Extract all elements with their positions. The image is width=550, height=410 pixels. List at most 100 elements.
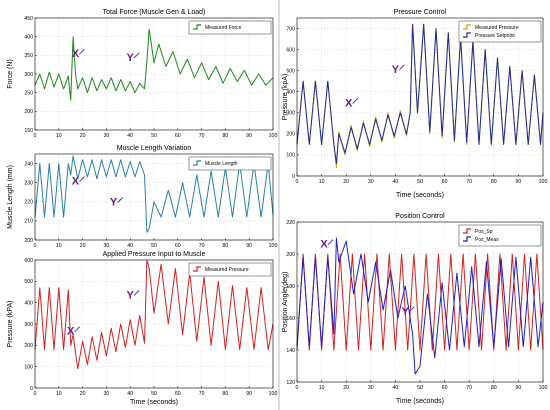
y-axis-label: Pressure (kPA) bbox=[7, 301, 14, 348]
y-tick-label: 0 bbox=[292, 174, 295, 180]
x-tick-label: 0 bbox=[34, 391, 37, 397]
x-axis-label: Time (seconds) bbox=[396, 192, 444, 199]
annotation-arrow bbox=[399, 64, 405, 71]
chart-applied-pressure: Applied Pressure Input to Muscle Pressur… bbox=[7, 251, 277, 406]
series-line bbox=[34, 155, 274, 233]
x-tick-label: 80 bbox=[491, 179, 497, 185]
annotation-arrow bbox=[133, 52, 140, 59]
annotation-label: X bbox=[67, 326, 75, 338]
legend-entry: Measured Force bbox=[205, 25, 242, 31]
legend-entry: Pos_Sp bbox=[475, 229, 493, 235]
x-axis-label: Time (seconds) bbox=[130, 399, 178, 406]
x-tick-label: 70 bbox=[199, 391, 205, 397]
x-tick-label: 50 bbox=[417, 179, 423, 185]
y-tick-label: 200 bbox=[24, 109, 33, 115]
x-tick-label: 0 bbox=[296, 179, 299, 185]
x-tick-label: 30 bbox=[104, 391, 110, 397]
annotation-arrow bbox=[79, 48, 85, 55]
legend-box bbox=[458, 224, 542, 247]
x-tick-label: 50 bbox=[151, 391, 157, 397]
legend-entry: Measured Pressure bbox=[205, 267, 249, 273]
series-line bbox=[34, 28, 274, 101]
x-tick-label: 50 bbox=[417, 385, 423, 391]
y-tick-label: 200 bbox=[286, 252, 295, 258]
legend-box bbox=[188, 262, 272, 277]
x-tick-label: 0 bbox=[34, 133, 37, 139]
x-tick-label: 50 bbox=[151, 243, 157, 249]
series-line bbox=[34, 259, 274, 370]
y-tick-label: 500 bbox=[24, 279, 33, 285]
annotation-arrow bbox=[79, 176, 85, 182]
annotation-arrow bbox=[408, 306, 415, 313]
legend-swatch bbox=[463, 236, 471, 242]
annotation-label: X bbox=[72, 176, 80, 188]
annotation-arrow bbox=[352, 98, 359, 104]
y-tick-label: 250 bbox=[24, 90, 33, 96]
annotation-label: X bbox=[345, 97, 353, 109]
chart-title: Total Force (Muscle Gen & Load) bbox=[103, 9, 206, 16]
annotation-label: Y bbox=[402, 306, 410, 318]
annotation-label: X bbox=[320, 239, 328, 251]
y-tick-label: 450 bbox=[24, 16, 33, 22]
chart-title: Position Control bbox=[395, 213, 445, 220]
x-tick-label: 40 bbox=[393, 179, 399, 185]
y-tick-label: 150 bbox=[24, 128, 33, 134]
x-tick-label: 10 bbox=[56, 133, 62, 139]
x-tick-label: 40 bbox=[127, 133, 133, 139]
y-tick-label: 700 bbox=[286, 26, 295, 32]
x-tick-label: 100 bbox=[269, 133, 278, 139]
x-tick-label: 40 bbox=[393, 385, 399, 391]
x-tick-label: 90 bbox=[246, 243, 252, 249]
y-tick-label: 400 bbox=[24, 34, 33, 40]
y-tick-label: 220 bbox=[286, 220, 295, 226]
x-tick-label: 20 bbox=[80, 243, 86, 249]
legend-entry: Pressure Setpoint bbox=[475, 33, 515, 39]
y-tick-label: 500 bbox=[286, 68, 295, 74]
legend-box bbox=[458, 20, 542, 43]
legend-swatch bbox=[463, 32, 471, 38]
annotation-label: Y bbox=[110, 197, 118, 209]
y-tick-label: 300 bbox=[286, 111, 295, 117]
x-tick-label: 80 bbox=[491, 385, 497, 391]
x-tick-label: 100 bbox=[539, 179, 548, 185]
y-tick-label: 230 bbox=[24, 180, 33, 186]
x-tick-label: 40 bbox=[127, 391, 133, 397]
annotation-label: Y bbox=[127, 289, 135, 301]
x-tick-label: 30 bbox=[368, 179, 374, 185]
x-tick-label: 60 bbox=[175, 133, 181, 139]
x-tick-label: 90 bbox=[246, 133, 252, 139]
chart-muscle-length: Muscle Length Variation Muscle Length (m… bbox=[7, 145, 277, 249]
x-tick-label: 100 bbox=[269, 243, 278, 249]
y-tick-label: 100 bbox=[286, 153, 295, 159]
x-tick-label: 20 bbox=[343, 385, 349, 391]
y-tick-label: 400 bbox=[24, 300, 33, 306]
annotation-arrow bbox=[117, 197, 123, 203]
y-tick-label: 200 bbox=[24, 343, 33, 349]
y-tick-label: 400 bbox=[286, 90, 295, 96]
x-tick-label: 90 bbox=[516, 179, 522, 185]
series-line bbox=[296, 23, 544, 164]
y-tick-label: 210 bbox=[24, 219, 33, 225]
y-axis-label: Position Angle(deg) bbox=[282, 272, 289, 333]
x-tick-label: 20 bbox=[80, 133, 86, 139]
chart-total-force: Total Force (Muscle Gen & Load) Force (N… bbox=[7, 9, 277, 139]
y-tick-label: 180 bbox=[286, 284, 295, 290]
x-tick-label: 40 bbox=[127, 243, 133, 249]
x-tick-label: 70 bbox=[199, 243, 205, 249]
x-tick-label: 90 bbox=[516, 385, 522, 391]
x-tick-label: 30 bbox=[368, 385, 374, 391]
x-tick-label: 100 bbox=[269, 391, 278, 397]
annotation-arrow bbox=[327, 239, 334, 245]
x-tick-label: 80 bbox=[223, 391, 229, 397]
x-tick-label: 70 bbox=[199, 133, 205, 139]
annotation-label: X bbox=[72, 48, 80, 60]
y-tick-label: 200 bbox=[286, 132, 295, 138]
y-tick-label: 300 bbox=[24, 322, 33, 328]
y-tick-label: 160 bbox=[286, 316, 295, 322]
x-tick-label: 70 bbox=[466, 385, 472, 391]
legend-entry: Muscle Length bbox=[205, 161, 238, 167]
annotation-arrow bbox=[133, 290, 140, 296]
y-tick-label: 600 bbox=[286, 47, 295, 53]
x-tick-label: 50 bbox=[151, 133, 157, 139]
annotation-arrow bbox=[74, 326, 81, 333]
